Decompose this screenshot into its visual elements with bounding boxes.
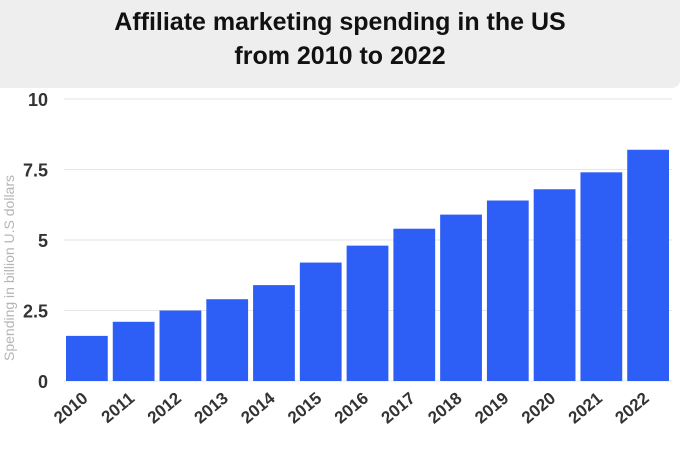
title-bar: Affiliate marketing spending in the US f… [0, 0, 680, 88]
chart-title-line-2: from 2010 to 2022 [234, 42, 446, 70]
x-tick-label: 2017 [378, 389, 419, 428]
bar [440, 214, 482, 381]
bar [580, 172, 623, 381]
x-tick-label: 2011 [98, 389, 138, 427]
x-tick-label: 2012 [144, 389, 185, 428]
y-tick-label: 10 [28, 90, 48, 110]
x-tick-label: 2015 [284, 389, 325, 428]
bar [486, 200, 529, 381]
bar [393, 228, 436, 381]
bar [346, 245, 389, 381]
x-tick-label: 2013 [191, 389, 232, 428]
bar [533, 189, 576, 381]
bar [112, 321, 155, 381]
y-tick-label: 2.5 [23, 302, 48, 322]
x-tick-label: 2010 [50, 389, 91, 428]
bar [253, 285, 295, 381]
y-tick-label: 5 [38, 231, 48, 251]
bar [66, 335, 108, 381]
x-tick-label: 2016 [331, 389, 372, 428]
chart-title-line-1: Affiliate marketing spending in the US [114, 8, 566, 36]
x-tick-label: 2020 [518, 389, 559, 428]
bar [159, 310, 202, 381]
x-tick-label: 2022 [611, 389, 652, 428]
x-tick-label: 2021 [565, 389, 606, 428]
x-tick-label: 2019 [471, 389, 512, 428]
y-axis-label: Spending in billion U.S dollars [1, 175, 17, 361]
y-tick-label: 7.5 [23, 161, 48, 181]
bar [627, 149, 669, 381]
y-tick-label: 0 [38, 372, 48, 392]
bar [299, 262, 342, 381]
x-tick-label: 2014 [237, 388, 279, 427]
bar [206, 299, 249, 381]
x-tick-label: 2018 [424, 389, 465, 428]
